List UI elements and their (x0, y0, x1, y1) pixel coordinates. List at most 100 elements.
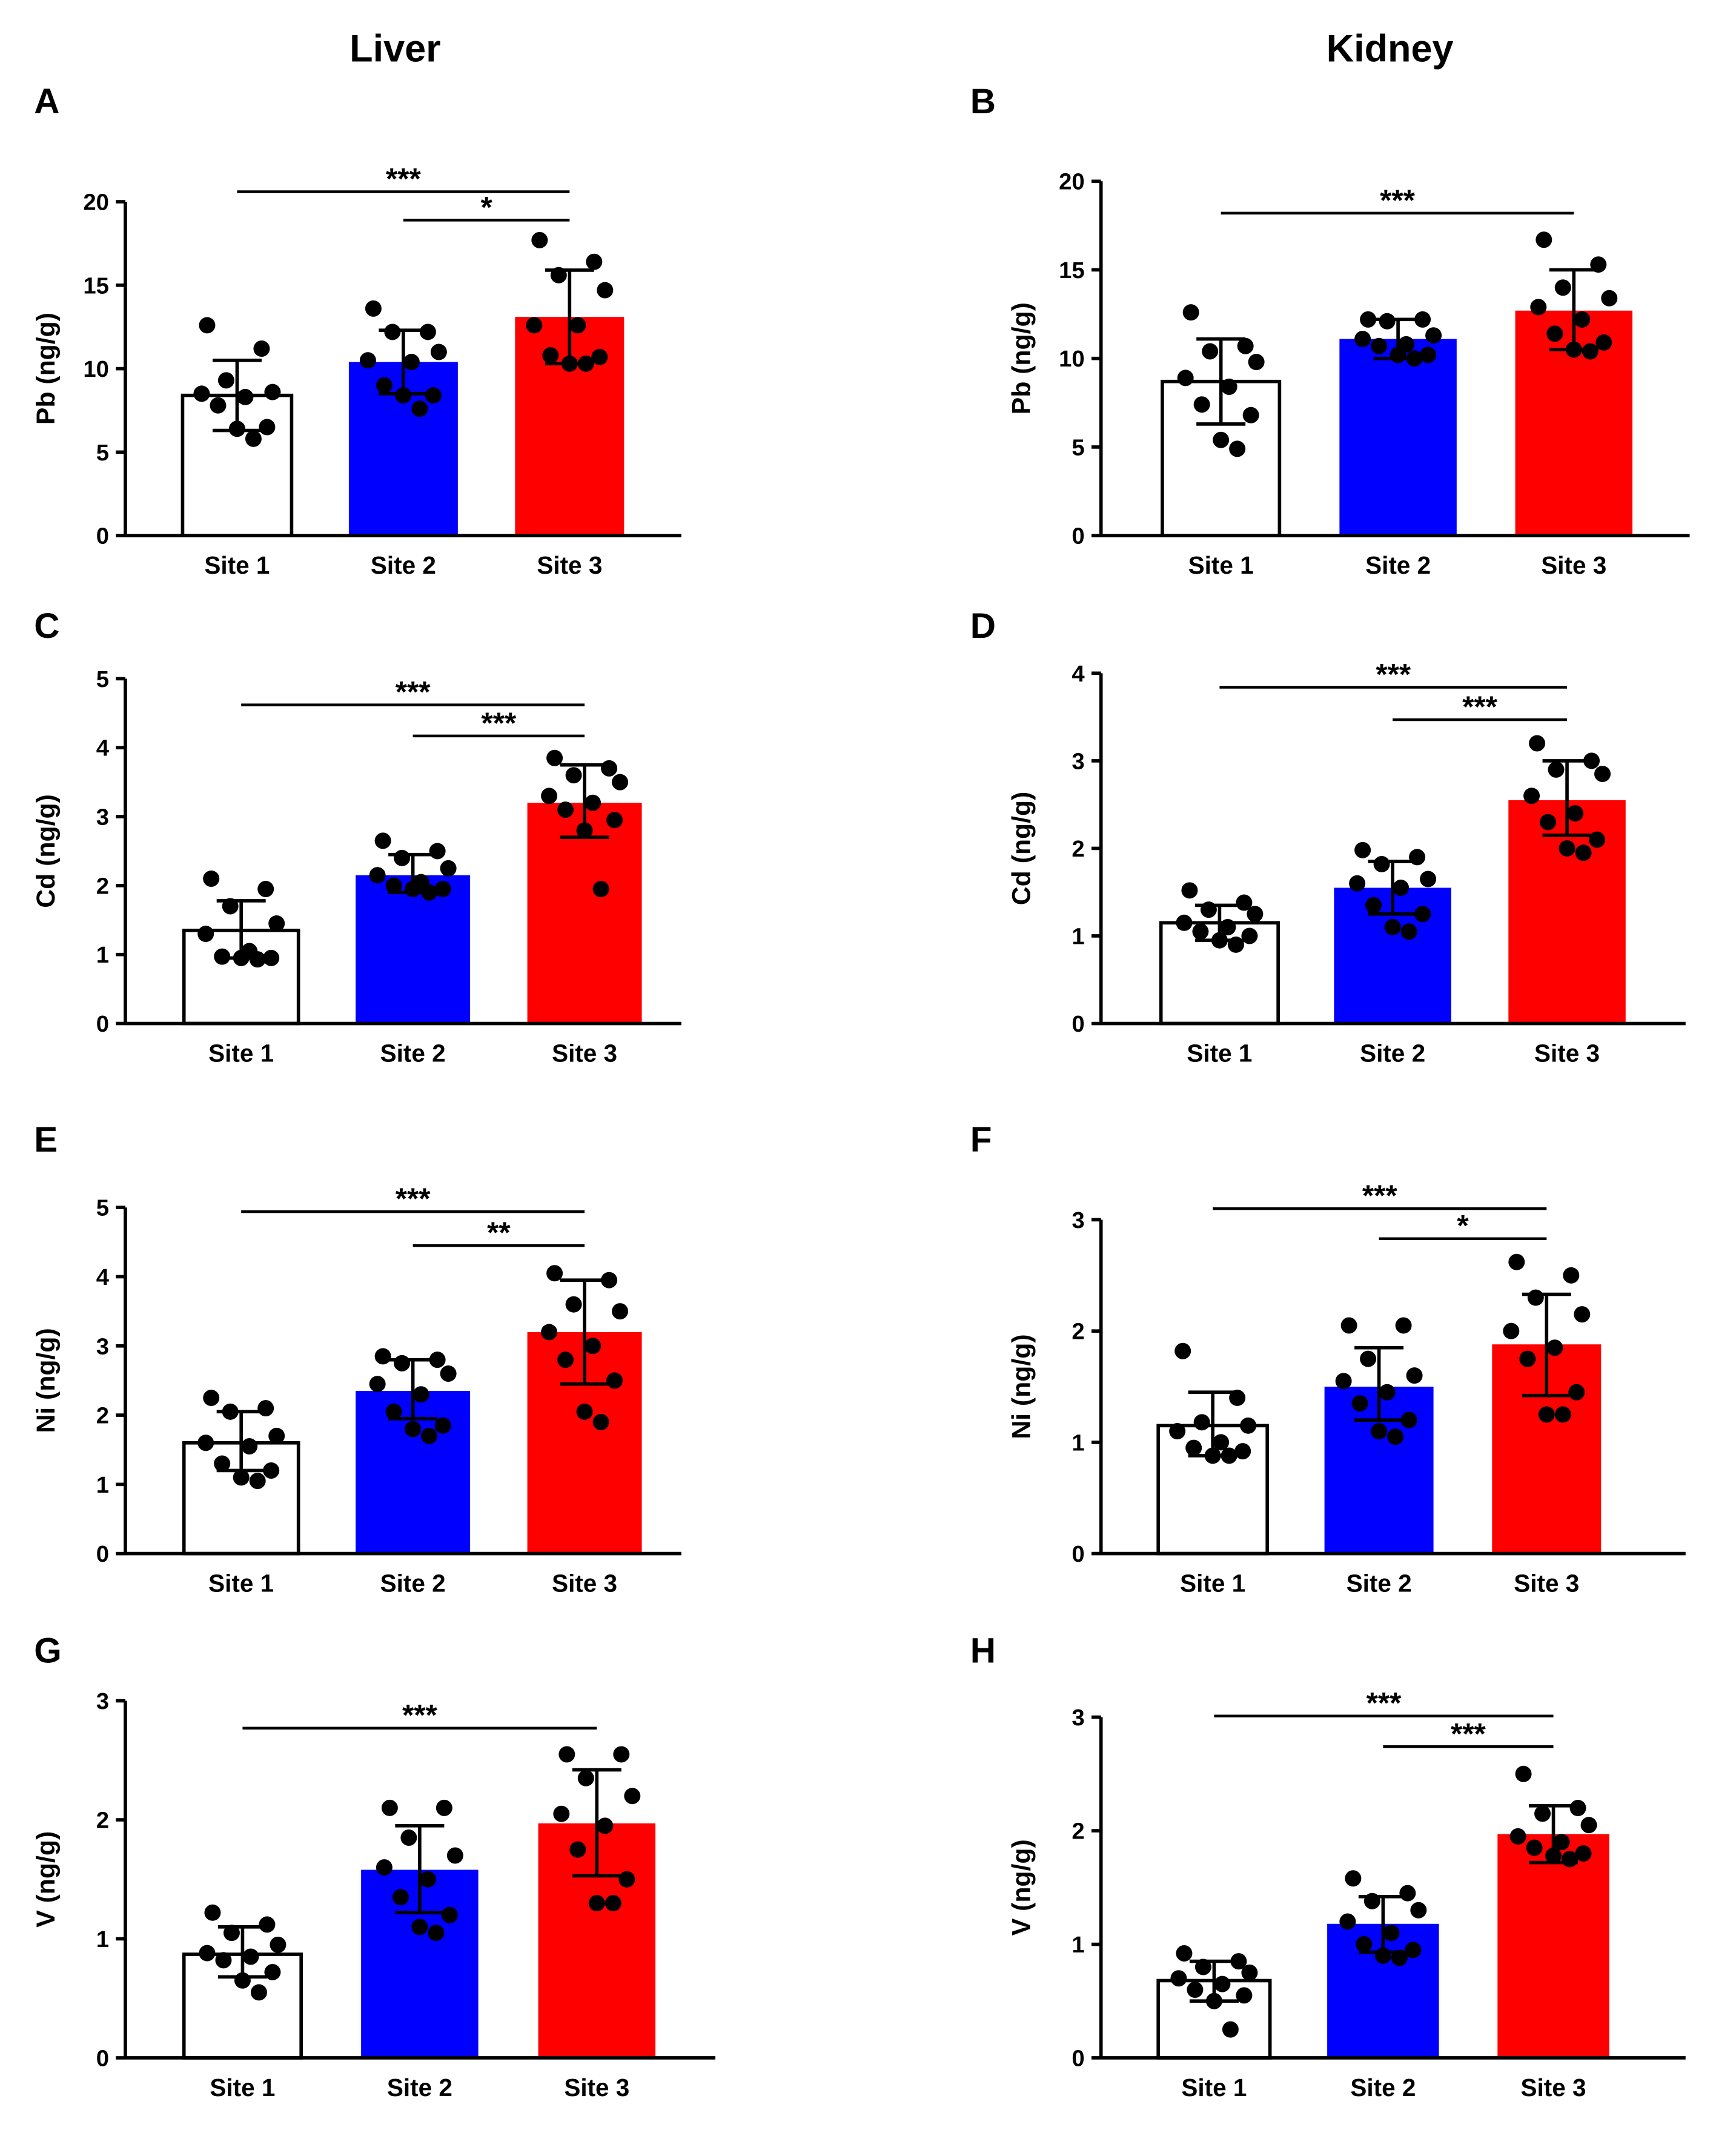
data-point (565, 767, 582, 784)
data-point (1420, 347, 1437, 363)
data-point (203, 1389, 220, 1406)
y-tick-label: 1 (1072, 923, 1084, 949)
y-axis-label: Ni (ng/g) (1007, 1334, 1036, 1439)
y-axis-label: Pb (ng/g) (31, 313, 61, 425)
panel-D: D 0 1 2 3 4 Site 1 Site 2 Site 3 Cd (ng/g) *** *** (970, 606, 1686, 1067)
data-point (374, 1348, 391, 1365)
data-point (1580, 1817, 1597, 1834)
x-tick-label: Site 3 (1541, 551, 1606, 579)
data-point (542, 347, 559, 364)
x-tick-label: Site 3 (564, 2074, 629, 2101)
panel-label: G (34, 1631, 61, 1671)
data-point (394, 849, 411, 866)
y-axis-label: Pb (ng/g) (1007, 302, 1036, 414)
data-point (1236, 1987, 1253, 2004)
data-point (1354, 841, 1371, 858)
data-point (1554, 279, 1571, 296)
data-point (1177, 370, 1194, 386)
significance-label: *** (1362, 1179, 1398, 1213)
data-point (241, 1438, 258, 1454)
data-point (624, 1788, 641, 1805)
y-tick-label: 3 (1072, 748, 1084, 774)
data-point (259, 1916, 276, 1933)
x-tick-label: Site 1 (1180, 1570, 1245, 1597)
data-point (1213, 431, 1230, 448)
y-tick-label: 15 (1059, 257, 1085, 284)
data-point (1393, 879, 1410, 896)
x-tick-label: Site 3 (552, 1570, 617, 1597)
panel-label: A (34, 82, 59, 121)
data-point (242, 1948, 259, 1965)
panel-label: B (970, 82, 996, 121)
data-point (1387, 1428, 1404, 1445)
x-tick-label: Site 2 (371, 551, 436, 579)
data-point (440, 860, 457, 877)
data-point (237, 388, 254, 405)
y-tick-label: 10 (83, 356, 109, 382)
data-point (1540, 814, 1557, 831)
y-tick-label: 20 (83, 190, 109, 216)
data-point (197, 926, 214, 943)
data-point (1351, 1395, 1368, 1412)
data-point (1241, 1964, 1258, 1981)
y-tick-label: 5 (96, 666, 109, 692)
y-axis-label: V (ng/g) (31, 1831, 61, 1928)
data-point (1240, 1417, 1257, 1434)
data-point (1508, 1253, 1525, 1270)
data-point (558, 1746, 575, 1763)
significance-label: *** (386, 162, 422, 196)
data-point (215, 1952, 232, 1969)
column-title-kidney: Kidney (1327, 27, 1454, 70)
data-point (1379, 1384, 1396, 1401)
data-point (1574, 311, 1591, 328)
x-tick-label: Site 2 (380, 1040, 446, 1067)
data-point (223, 1925, 240, 1942)
y-tick-label: 0 (96, 1541, 109, 1567)
y-tick-label: 3 (1072, 1207, 1084, 1233)
significance-label: *** (1462, 690, 1498, 723)
data-point (257, 881, 274, 898)
y-tick-label: 2 (1072, 1819, 1084, 1845)
bar-2 (1339, 339, 1457, 536)
y-tick-label: 0 (96, 2045, 109, 2071)
panel-H: H 0 1 2 3 Site 1 Site 2 Site 3 V (ng/g) *** *** (970, 1631, 1686, 2101)
data-point (428, 1925, 445, 1942)
data-point (405, 1421, 422, 1438)
data-point (1174, 1342, 1191, 1359)
x-tick-label: Site 3 (1521, 2074, 1586, 2101)
significance-label: *** (1367, 1687, 1402, 1720)
data-point (531, 231, 548, 248)
data-point (440, 1365, 457, 1382)
y-axis-label: Ni (ng/g) (31, 1328, 61, 1433)
significance-label: * (480, 191, 492, 224)
data-point (259, 419, 276, 436)
data-point (1213, 1434, 1230, 1451)
data-point (270, 1936, 287, 1953)
data-point (1221, 379, 1237, 395)
panel-B: B 0 5 10 15 20 Site 1 Site 2 Site 3 Pb (ng/g) *** (970, 82, 1690, 579)
data-point (197, 1435, 214, 1451)
bar-3 (1508, 800, 1626, 1024)
data-point (592, 1413, 609, 1430)
data-point (217, 372, 234, 389)
data-point (1176, 914, 1193, 931)
data-point (585, 1338, 601, 1355)
data-point (546, 1265, 563, 1282)
data-point (250, 1984, 267, 2001)
data-point (1530, 299, 1547, 316)
data-point (429, 843, 446, 860)
panel-label: H (970, 1631, 996, 1671)
data-point (1169, 1423, 1186, 1440)
y-tick-label: 0 (1072, 1541, 1084, 1567)
data-point (553, 1805, 570, 1822)
x-tick-label: Site 1 (208, 1040, 274, 1067)
data-point (1339, 1913, 1356, 1930)
data-point (612, 1303, 629, 1320)
data-point (369, 1376, 386, 1393)
x-tick-label: Site 3 (1514, 1570, 1579, 1597)
significance-label: *** (1451, 1717, 1486, 1751)
data-point (1529, 735, 1546, 752)
data-point (1574, 1306, 1591, 1323)
x-tick-label: Site 2 (387, 2074, 452, 2101)
y-tick-label: 0 (96, 523, 109, 549)
